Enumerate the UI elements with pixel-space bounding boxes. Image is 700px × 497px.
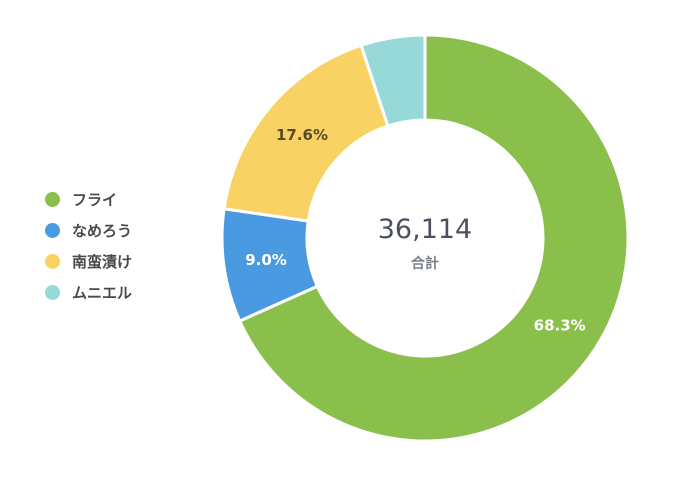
legend-item-nanbanzuke[interactable]: 南蛮漬け: [45, 249, 132, 273]
chart-legend: フライ なめろう 南蛮漬け ムニエル: [45, 187, 132, 304]
legend-label-namerou: なめろう: [72, 221, 133, 240]
donut-slices: [220, 33, 630, 443]
legend-swatch-fry: [45, 191, 60, 207]
legend-swatch-namerou: [45, 222, 60, 238]
legend-label-meuniere: ムニエル: [72, 283, 133, 302]
slice-label-namerou: 9.0%: [245, 251, 287, 269]
center-caption: 合計: [411, 255, 439, 272]
legend-label-fry: フライ: [72, 190, 118, 209]
legend-swatch-meuniere: [45, 284, 60, 300]
legend-item-fry[interactable]: フライ: [45, 187, 132, 211]
legend-swatch-nanbanzuke: [45, 253, 60, 269]
legend-item-meuniere[interactable]: ムニエル: [45, 280, 132, 304]
donut-slice-labels: 68.3% 9.0% 17.6%: [245, 126, 585, 334]
slice-label-fry: 68.3%: [534, 316, 586, 334]
donut-slice-meuniere[interactable]: [359, 33, 427, 128]
donut-slice-fry[interactable]: [237, 33, 630, 443]
legend-item-namerou[interactable]: なめろう: [45, 218, 132, 242]
slice-label-nanbanzuke: 17.6%: [276, 126, 328, 144]
legend-label-nanbanzuke: 南蛮漬け: [72, 252, 133, 271]
center-total: 36,114: [378, 214, 472, 245]
